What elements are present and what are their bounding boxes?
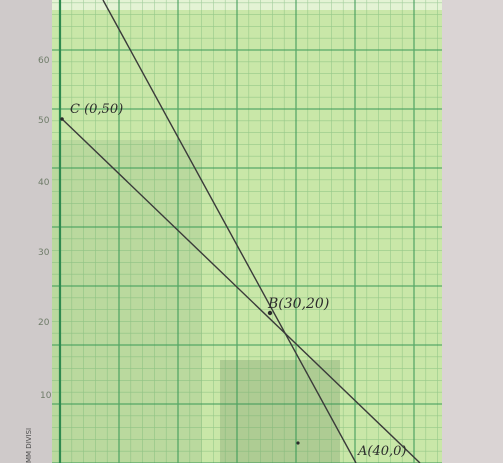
paper-shadow-bottom [220,360,340,463]
minor-grid-lines [52,0,442,463]
line-c-to-a [60,117,421,463]
y-tick-label: 20 [38,318,50,328]
y-tick-label: 10 [40,391,52,401]
major-grid-lines [52,0,442,463]
point-b-label: B(30,20) [267,296,329,312]
paper-shadow-left [52,140,202,463]
y-tick-label: 30 [38,248,50,258]
point-b [267,310,273,316]
graph-paper-sheet [52,0,442,463]
paper-edge-print: MM DIVISI [25,428,33,463]
top-glare [52,0,442,10]
y-tick-label: 50 [38,116,50,126]
point-c-label: C (0,50) [70,102,123,117]
ink-dot [296,441,300,445]
steep-line [102,0,357,463]
y-tick-label: 40 [38,178,50,188]
y-tick-label: 60 [38,56,50,66]
point-a-label: A(40,0) [357,444,406,459]
point-c [60,117,64,121]
left-shadow [0,0,52,463]
